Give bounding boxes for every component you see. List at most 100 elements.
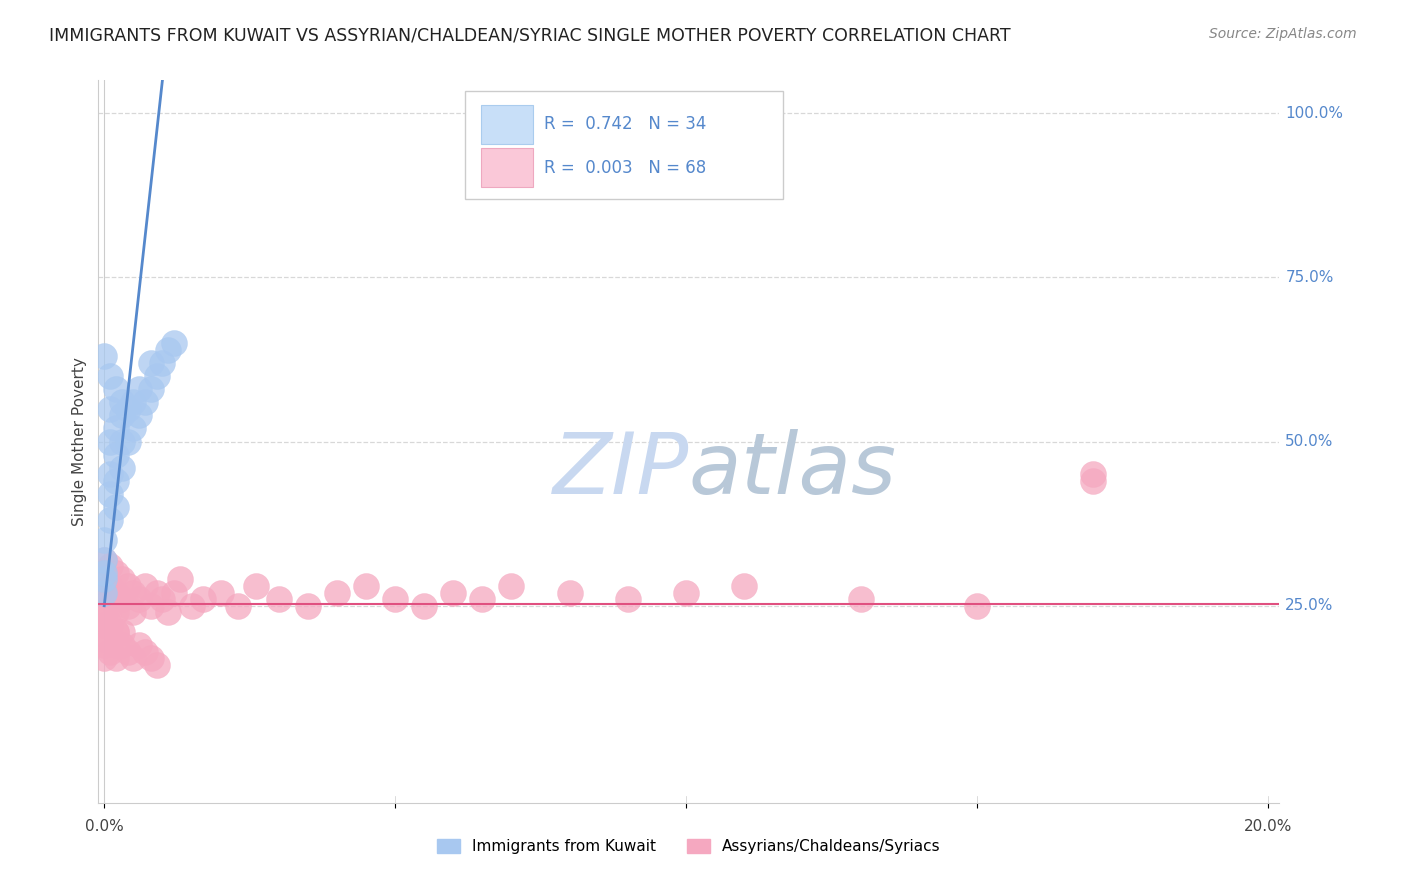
Point [104,566,127,580]
Point [104,625,127,640]
Point [163,585,186,599]
Point [152,356,174,370]
Point [139,651,162,665]
Point [111,592,134,607]
Text: IMMIGRANTS FROM KUWAIT VS ASSYRIAN/CHALDEAN/SYRIAC SINGLE MOTHER POVERTY CORRELA: IMMIGRANTS FROM KUWAIT VS ASSYRIAN/CHALD… [49,27,1011,45]
Point [104,651,127,665]
Point [1083,467,1105,482]
Point [157,605,180,619]
Point [354,579,377,593]
Text: 0.0%: 0.0% [84,819,124,834]
Point [111,460,134,475]
Text: 25.0%: 25.0% [1285,599,1334,613]
Point [104,474,127,488]
Point [93,638,115,652]
Point [98,401,121,416]
Text: R =  0.742   N = 34: R = 0.742 N = 34 [544,115,706,133]
Point [128,409,150,423]
Point [98,368,121,383]
Point [93,585,115,599]
Text: 20.0%: 20.0% [1244,819,1292,834]
Point [139,356,162,370]
Point [93,585,115,599]
Point [139,382,162,396]
Point [134,645,156,659]
Point [501,579,523,593]
Point [98,599,121,613]
FancyBboxPatch shape [464,91,783,200]
Point [128,638,150,652]
Point [139,599,162,613]
Point [98,579,121,593]
Point [111,638,134,652]
Point [267,592,290,607]
Text: 75.0%: 75.0% [1285,270,1334,285]
Point [191,592,214,607]
Point [111,409,134,423]
Point [226,599,249,613]
Point [98,487,121,501]
Point [93,553,115,567]
Point [98,467,121,482]
Point [98,645,121,659]
Point [384,592,406,607]
Point [180,599,202,613]
Point [104,638,127,652]
Point [93,553,115,567]
Point [1083,474,1105,488]
Point [104,625,127,640]
Text: ZIP: ZIP [553,429,689,512]
Point [98,559,121,574]
Point [122,605,145,619]
Text: atlas: atlas [689,429,897,512]
Point [93,349,115,363]
Point [98,618,121,632]
Y-axis label: Single Mother Poverty: Single Mother Poverty [72,357,87,526]
Point [134,579,156,593]
Point [128,382,150,396]
Point [849,592,872,607]
Point [117,401,139,416]
Point [93,533,115,547]
Point [209,585,232,599]
Point [117,599,139,613]
Point [111,434,134,449]
Point [93,612,115,626]
Point [326,585,349,599]
Point [98,592,121,607]
Point [93,573,115,587]
Point [93,651,115,665]
Legend: Immigrants from Kuwait, Assyrians/Chaldeans/Syriacs: Immigrants from Kuwait, Assyrians/Chalde… [432,833,946,860]
Point [413,599,436,613]
Point [617,592,640,607]
Point [128,592,150,607]
Point [104,500,127,515]
Point [122,651,145,665]
Point [169,573,191,587]
Point [111,625,134,640]
Text: Source: ZipAtlas.com: Source: ZipAtlas.com [1209,27,1357,41]
Point [558,585,581,599]
Point [111,573,134,587]
Point [104,382,127,396]
Point [98,632,121,646]
Point [104,421,127,435]
Point [117,434,139,449]
Point [145,585,167,599]
Point [152,592,174,607]
Point [122,395,145,409]
Point [104,585,127,599]
Point [145,657,167,672]
Point [675,585,697,599]
FancyBboxPatch shape [481,148,533,187]
Point [471,592,494,607]
Point [966,599,988,613]
Point [104,605,127,619]
Point [104,448,127,462]
Point [163,336,186,351]
FancyBboxPatch shape [481,105,533,144]
Point [93,573,115,587]
Point [93,566,115,580]
Point [98,434,121,449]
Point [733,579,755,593]
